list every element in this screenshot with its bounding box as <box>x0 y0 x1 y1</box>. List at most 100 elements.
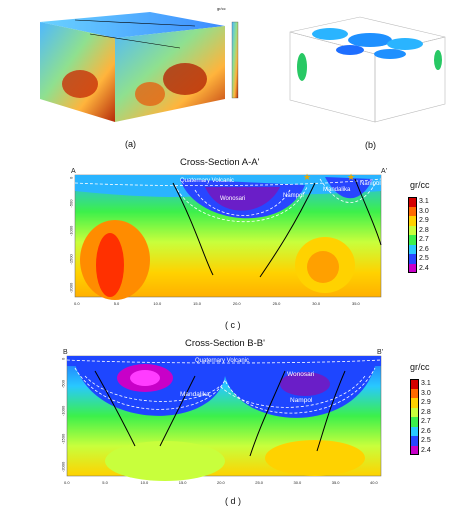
panel-b-label: (b) <box>365 140 376 150</box>
fault-line <box>172 182 214 276</box>
legend-swatch <box>408 197 417 207</box>
section-d-unit: gr/cc <box>410 362 430 372</box>
y-tick-label: -1000 <box>69 225 74 236</box>
section-c-end-left: A <box>71 168 76 175</box>
legend-value: 2.4 <box>421 446 431 454</box>
x-tick-label: 5.0 <box>114 301 120 306</box>
legend-value: 3.1 <box>421 380 431 388</box>
x-tick-label: 15.0 <box>193 301 202 306</box>
y-tick-label: -2000 <box>69 282 74 293</box>
legend-value: 2.9 <box>419 217 429 225</box>
legend-entry: 2.6 <box>408 244 429 254</box>
legend-value: 2.9 <box>421 399 431 407</box>
legend-swatch <box>410 417 419 427</box>
legend-entry: 2.8 <box>408 225 429 235</box>
legend-value: 2.5 <box>421 437 431 445</box>
section-c-unit: gr/cc <box>410 180 430 190</box>
density-legend-d: 3.1 3.0 2.9 2.8 2.7 2.6 2.5 2.4 <box>410 379 431 455</box>
section-c-end-right: A' <box>381 168 387 175</box>
legend-value: 2.6 <box>421 427 431 435</box>
fault-line <box>159 375 196 447</box>
fault-line <box>316 370 346 452</box>
section-line-b <box>89 33 181 49</box>
legend-swatch <box>410 436 419 446</box>
legend-entry: 3.0 <box>410 388 431 398</box>
panel-a-3d-block <box>40 12 239 122</box>
section-d-title: Cross-Section B-B' <box>185 338 265 349</box>
section-line-a <box>74 19 196 27</box>
legend-entry: 2.7 <box>408 235 429 245</box>
legend-entry: 3.0 <box>408 206 429 216</box>
label-quaternary-volcanic: Quaternary Volcanic <box>180 178 234 184</box>
x-tick-label: 35.0 <box>352 301 361 306</box>
legend-value: 2.5 <box>419 255 429 263</box>
x-tick-label: 0.0 <box>64 480 70 485</box>
legend-swatch <box>410 388 419 398</box>
label-nampol-right: Nampol <box>360 181 381 187</box>
label-mandalika: Mandalika <box>323 187 351 193</box>
x-tick-label: 15.0 <box>179 480 188 485</box>
label-wonosari: Wonosari <box>287 371 314 378</box>
fault-line <box>259 182 316 278</box>
panel-b-isosurface-block <box>289 16 446 123</box>
legend-swatch <box>408 263 417 273</box>
y-tick-label: -1500 <box>61 433 66 444</box>
y-tick-label: -500 <box>69 199 74 208</box>
legend-swatch <box>408 235 417 245</box>
star-marker: ★ <box>303 172 311 182</box>
legend-entry: 2.6 <box>410 426 431 436</box>
label-quaternary-volcanic: Quaternary Volcanic <box>195 358 249 364</box>
panel-a-label: (a) <box>125 139 136 149</box>
legend-value: 2.4 <box>419 264 429 272</box>
label-wonosari: Wonosari <box>220 196 245 202</box>
y-tick-label: 0 <box>61 357 66 360</box>
section-d-label: ( d ) <box>225 496 242 506</box>
x-tick-label: 40.0 <box>370 480 379 485</box>
x-tick-label: 10.0 <box>153 301 162 306</box>
x-tick-label: 20.0 <box>217 480 226 485</box>
panel-a-colorbar <box>231 21 239 99</box>
y-tick-label: -1500 <box>69 253 74 264</box>
y-tick-label: -1000 <box>61 405 66 416</box>
legend-entry: 2.4 <box>410 445 431 455</box>
x-tick-label: 0.0 <box>74 301 80 306</box>
legend-value: 2.8 <box>419 226 429 234</box>
legend-swatch <box>408 244 417 254</box>
label-mandalika: Mandalika <box>180 391 210 398</box>
y-tick-label: 0 <box>69 176 74 179</box>
legend-value: 2.8 <box>421 408 431 416</box>
section-c-label: ( c ) <box>225 320 241 330</box>
section-c-title: Cross-Section A-A' <box>180 157 260 168</box>
legend-entry: 2.5 <box>410 436 431 446</box>
legend-swatch <box>410 445 419 455</box>
legend-value: 3.1 <box>419 198 429 206</box>
legend-entry: 2.8 <box>410 407 431 417</box>
legend-value: 2.7 <box>419 236 429 244</box>
legend-swatch <box>408 254 417 264</box>
legend-value: 3.0 <box>419 207 429 215</box>
legend-value: 2.7 <box>421 418 431 426</box>
legend-swatch <box>410 398 419 408</box>
legend-swatch <box>408 206 417 216</box>
legend-value: 3.0 <box>421 389 431 397</box>
fault-line <box>94 370 136 447</box>
legend-swatch <box>408 225 417 235</box>
x-tick-label: 25.0 <box>255 480 264 485</box>
label-nampol: Nampol <box>283 193 304 199</box>
x-tick-label: 35.0 <box>332 480 341 485</box>
legend-entry: 2.4 <box>408 263 429 273</box>
x-tick-label: 30.0 <box>294 480 303 485</box>
x-tick-label: 20.0 <box>233 301 242 306</box>
legend-swatch <box>410 407 419 417</box>
x-tick-label: 25.0 <box>273 301 282 306</box>
legend-swatch <box>410 426 419 436</box>
y-tick-label: -500 <box>61 379 66 388</box>
section-d-plot: B B' Quaternary Volcanic Wonosari Mandal… <box>61 349 384 485</box>
legend-entry: 2.5 <box>408 254 429 264</box>
legend-swatch <box>408 216 417 226</box>
block-top-face <box>40 12 225 38</box>
legend-entry: 3.1 <box>410 379 431 389</box>
star-marker: ★ <box>347 172 355 182</box>
x-tick-label: 5.0 <box>102 480 108 485</box>
x-tick-label: 30.0 <box>312 301 321 306</box>
